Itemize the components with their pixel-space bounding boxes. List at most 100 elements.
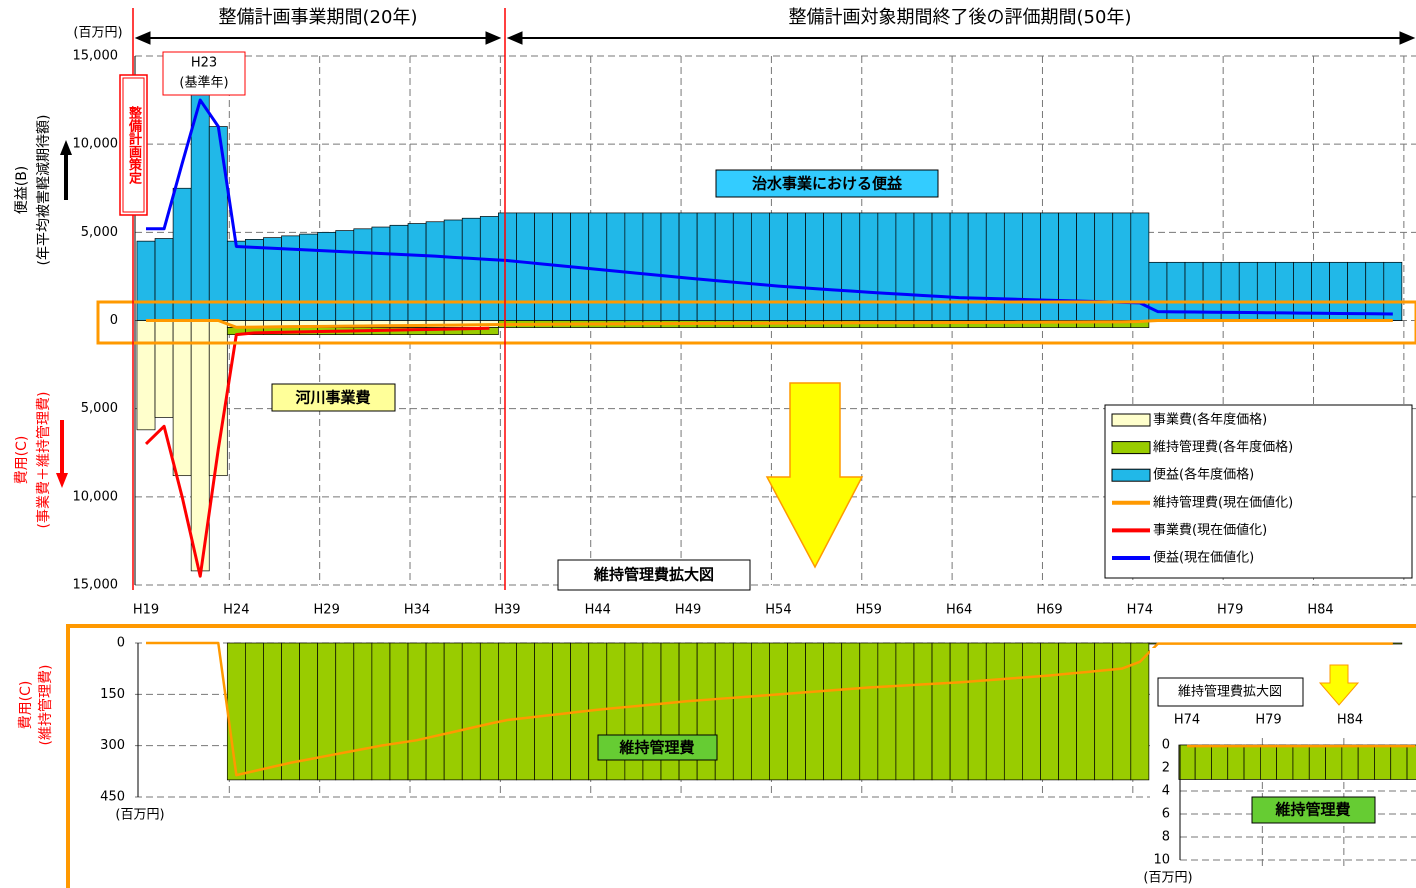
y-tick-label: 0	[117, 636, 125, 651]
period-arrows	[134, 31, 1416, 45]
bar	[823, 212, 843, 321]
bar	[498, 212, 517, 321]
x-tick-label: H74	[1174, 713, 1200, 728]
y-tick-label: 10,000	[73, 137, 119, 152]
line-series	[144, 326, 490, 578]
x-tick-label: H44	[585, 603, 611, 618]
y-axis-title: 費用(C)	[14, 436, 30, 485]
bar	[949, 642, 969, 781]
legend-label: 事業費(現在価値化)	[1153, 522, 1267, 538]
bar	[642, 212, 662, 321]
units-label: (百万円)	[73, 26, 122, 41]
bar	[823, 642, 843, 781]
legend-label: 維持管理費(各年度価格)	[1153, 439, 1293, 455]
bar	[1076, 212, 1096, 321]
bar	[516, 642, 535, 781]
bar	[931, 212, 951, 321]
annotation-box	[597, 734, 718, 761]
inset-title-box	[1157, 677, 1304, 707]
annotation-box	[1251, 796, 1376, 824]
bar	[479, 642, 499, 781]
bar	[1276, 744, 1294, 780]
bar	[1094, 642, 1114, 781]
bar	[552, 642, 571, 781]
bar	[1194, 744, 1212, 780]
bar	[1058, 642, 1077, 781]
units-label: (百万円)	[1143, 871, 1192, 886]
bar	[967, 642, 987, 781]
bar	[317, 231, 337, 321]
bar	[913, 642, 933, 781]
bar	[1308, 744, 1326, 780]
bar	[750, 642, 770, 781]
bar	[1383, 261, 1403, 321]
bar	[1094, 212, 1114, 321]
y-tick-label: 2	[1162, 761, 1170, 776]
bar	[841, 642, 861, 781]
x-tick-label: H64	[946, 603, 972, 618]
x-tick-label: H49	[675, 603, 701, 618]
bar	[479, 216, 499, 321]
annotation: 河川事業費	[295, 389, 370, 407]
bar	[678, 212, 698, 321]
y-tick-label: 15,000	[73, 578, 119, 593]
x-tick-label: H24	[223, 603, 249, 618]
legend-label: 便益(現在価値化)	[1153, 550, 1254, 566]
bar	[136, 240, 156, 321]
bar	[461, 217, 481, 321]
x-tick-label: H79	[1217, 603, 1243, 618]
legend-swatch	[1111, 413, 1151, 427]
inset-plot: 0 2 4 6 8 10 H74 H79 H84	[1153, 713, 1416, 870]
arrow-head	[1399, 31, 1416, 45]
bar	[1365, 261, 1385, 321]
bar	[299, 233, 319, 321]
bar	[1112, 212, 1132, 321]
bar	[1243, 744, 1261, 780]
units-label: (百万円)	[115, 808, 164, 823]
x-tick-label: H29	[314, 603, 340, 618]
bar	[371, 642, 391, 781]
x-tick-label: H79	[1255, 713, 1281, 728]
plan-label: 整備計画策定	[126, 105, 143, 185]
bar	[1357, 744, 1375, 780]
bar	[263, 237, 282, 321]
bar	[208, 126, 228, 321]
bar	[787, 212, 806, 321]
annotation: 治水事業における便益	[752, 175, 903, 193]
bar	[281, 642, 300, 781]
y-axis-title: 便益(B)	[14, 166, 30, 215]
bar	[154, 238, 174, 321]
bar	[407, 642, 427, 781]
y-tick-label: 150	[100, 687, 125, 702]
arrow-head	[485, 31, 502, 45]
bar	[136, 320, 156, 431]
direction-arrow	[60, 140, 72, 200]
bar	[877, 642, 897, 781]
bar	[1058, 212, 1077, 321]
highlight-frame	[96, 300, 1416, 345]
annotation: 維持管理費	[1274, 801, 1350, 819]
bar	[1130, 642, 1150, 781]
bar	[1406, 744, 1416, 780]
bar	[1374, 744, 1392, 780]
y-tick-label: 0	[1162, 738, 1170, 753]
bar	[1347, 261, 1367, 321]
bar	[1040, 642, 1059, 781]
annotation: 維持管理費拡大図	[593, 566, 714, 584]
bar	[389, 224, 409, 321]
x-tick-label: H74	[1127, 603, 1153, 618]
bar	[805, 642, 824, 781]
annotation-box	[715, 169, 939, 198]
bar	[407, 223, 427, 321]
annotation: 維持管理費	[618, 739, 694, 757]
y-tick-label: 6	[1162, 807, 1170, 822]
line-series	[146, 98, 1393, 316]
legend-label: 便益(各年度価格)	[1153, 467, 1254, 483]
bar	[841, 212, 861, 321]
bar	[696, 212, 716, 321]
x-tick-label: H39	[494, 603, 520, 618]
bar	[353, 642, 373, 781]
bar	[226, 240, 246, 321]
